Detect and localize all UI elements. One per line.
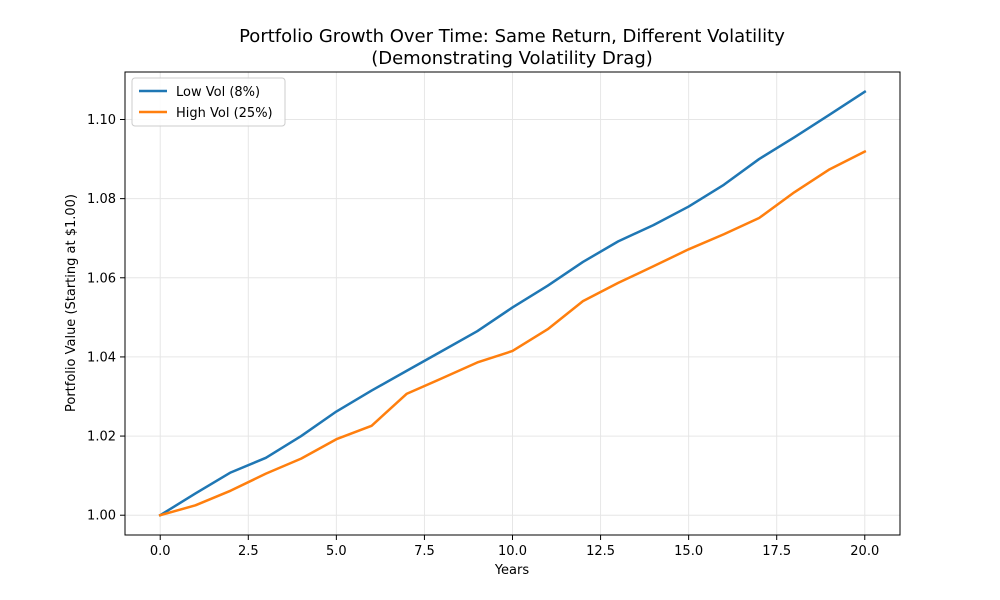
x-tick-label: 7.5: [414, 544, 435, 559]
y-axis-label: Portfolio Value (Starting at $1.00): [64, 194, 79, 412]
y-tick-label: 1.10: [87, 113, 116, 128]
legend-label-low-vol: Low Vol (8%): [176, 85, 260, 100]
legend-box: [131, 77, 286, 127]
x-tick-label: 15.0: [674, 544, 703, 559]
series-layer: [158, 90, 867, 517]
series-line-low-vol: [158, 90, 867, 517]
x-tick-label: 20.0: [850, 544, 879, 559]
series-line-high-vol: [158, 149, 867, 517]
x-tick-label: 17.5: [762, 544, 791, 559]
x-tick-label: 2.5: [238, 544, 259, 559]
grid: [125, 72, 900, 535]
legend-label-high-vol: High Vol (25%): [176, 106, 273, 121]
x-tick-label: 5.0: [326, 544, 347, 559]
chart-subtitle: (Demonstrating Volatility Drag): [371, 48, 653, 69]
y-tick-label: 1.04: [87, 350, 116, 365]
y-tick-label: 1.06: [87, 271, 116, 286]
chart-title: Portfolio Growth Over Time: Same Return,…: [239, 26, 785, 47]
y-tick-label: 1.02: [87, 430, 116, 445]
x-axis: 0.0 2.5 5.0 7.5 10.0 12.5 15.0 17.5 20.0: [150, 535, 879, 559]
x-tick-label: 0.0: [150, 544, 171, 559]
x-tick-label: 10.0: [498, 544, 527, 559]
x-axis-label: Years: [494, 563, 530, 578]
y-tick-label: 1.00: [87, 509, 116, 524]
y-tick-label: 1.08: [87, 192, 116, 207]
x-tick-label: 12.5: [586, 544, 615, 559]
y-axis: 1.00 1.02 1.04 1.06 1.08 1.10: [87, 113, 125, 524]
legend: Low Vol (8%) High Vol (25%): [131, 77, 286, 127]
